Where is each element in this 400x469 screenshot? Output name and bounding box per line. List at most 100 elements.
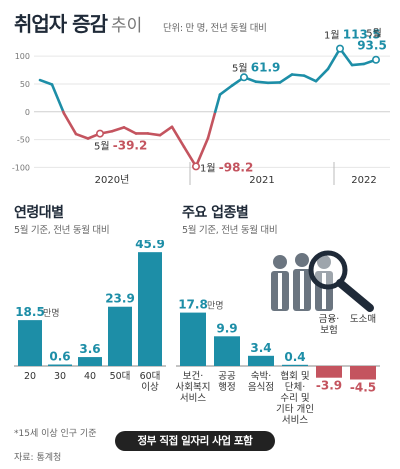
y-tick-label: -50 bbox=[17, 136, 30, 145]
x-year-label: 2021 bbox=[249, 175, 274, 186]
category-label: 금융· bbox=[319, 314, 340, 325]
annotation-value: 113.5 bbox=[343, 28, 381, 42]
category-label: 공공 bbox=[218, 371, 236, 382]
bar bbox=[18, 320, 42, 366]
annotated-point bbox=[240, 73, 249, 82]
annotation-value: 61.9 bbox=[251, 60, 281, 74]
category-label: 60대 bbox=[140, 371, 161, 382]
series-line-segment bbox=[38, 78, 54, 86]
data-label: -3.9 bbox=[316, 379, 342, 393]
annotation-label: 5월 -39.2 bbox=[94, 139, 147, 153]
bar bbox=[282, 364, 308, 366]
series-line-segment bbox=[122, 126, 138, 135]
series-line-segment bbox=[254, 80, 270, 85]
category-label: 서비스 bbox=[282, 415, 308, 426]
series-line-segment bbox=[213, 93, 222, 114]
title-sub: 추이 bbox=[110, 16, 143, 36]
bar bbox=[316, 366, 342, 378]
line-chart: 100 50 0 -50 -100 2020년 2021 2022 5월 -39.2 1월 -98… bbox=[12, 28, 390, 186]
category-label: 수리 및 bbox=[280, 392, 309, 404]
people-magnifier-icon bbox=[271, 250, 374, 312]
y-tick-label: 50 bbox=[20, 80, 30, 89]
unit-note: 단위: 만 명, 전년 동월 대비 bbox=[163, 23, 267, 34]
x-year-label: 2022 bbox=[351, 175, 376, 186]
industry-section-title: 주요 업종별 bbox=[182, 205, 249, 221]
category-label: 음식점 bbox=[248, 381, 274, 393]
y-tick-label: 0 bbox=[25, 108, 30, 117]
annotated-point bbox=[192, 162, 201, 171]
category-label: 이상 bbox=[141, 382, 159, 393]
category-label: 50대 bbox=[110, 371, 131, 382]
category-label: 서비스 bbox=[180, 393, 206, 404]
bar bbox=[78, 357, 102, 366]
category-label: 단체· bbox=[285, 382, 306, 393]
bar bbox=[48, 364, 72, 366]
industry-section-subtitle: 5월 기준, 전년 동월 대비 bbox=[182, 225, 278, 236]
data-label: 0.4 bbox=[284, 350, 305, 364]
series-line-segment bbox=[350, 62, 366, 67]
category-label: 도소매 bbox=[350, 314, 376, 325]
series-line-segment bbox=[290, 73, 306, 77]
annotation-label: 1월 -98.2 bbox=[200, 160, 253, 174]
unit-label: 만명 bbox=[207, 301, 224, 312]
annotation-month: 5월 bbox=[232, 62, 251, 74]
series-line-segment bbox=[62, 112, 78, 136]
annotation-month: 5월 bbox=[366, 28, 382, 40]
category-label: 20 bbox=[24, 371, 36, 382]
category-label: 보험 bbox=[320, 325, 337, 336]
category-label: 사회복지 bbox=[176, 382, 211, 393]
bar bbox=[248, 355, 274, 366]
x-year-label: 2020년 bbox=[95, 174, 130, 186]
series-line-segment bbox=[74, 132, 90, 140]
series-line-segment bbox=[206, 110, 217, 140]
data-label: 0.6 bbox=[49, 350, 70, 364]
category-label: 협회 및 bbox=[280, 370, 309, 382]
category-label: 행정 bbox=[218, 381, 235, 393]
unit-label: 만명 bbox=[43, 308, 60, 319]
category-label: 보건· bbox=[183, 371, 204, 382]
data-label: 3.6 bbox=[79, 342, 100, 356]
category-label: 숙박· bbox=[251, 371, 272, 382]
government-jobs-banner: 정부 직접 일자리 사업 포함 bbox=[115, 431, 275, 451]
data-label: 17.8 bbox=[178, 298, 208, 312]
annotation-value: -98.2 bbox=[219, 160, 254, 174]
series-line-segment bbox=[278, 73, 294, 84]
annotation-label: 1월 113.5 bbox=[324, 28, 381, 42]
series-line-segment bbox=[146, 132, 162, 137]
series-line-segment bbox=[314, 67, 330, 83]
series-line-segment bbox=[302, 74, 318, 83]
data-label: 18.5 bbox=[15, 305, 45, 319]
data-label: 23.9 bbox=[105, 292, 135, 306]
annotation-month: 1월 bbox=[200, 162, 219, 174]
series-line-segment bbox=[194, 136, 210, 168]
annotation-label: 5월 61.9 bbox=[232, 60, 280, 74]
data-label: 3.4 bbox=[250, 341, 271, 355]
annotation-value: 93.5 bbox=[357, 39, 387, 53]
annotation-month: 1월 bbox=[324, 30, 343, 42]
annotation-value: -39.2 bbox=[113, 139, 148, 153]
age-section-title: 연령대별 bbox=[14, 205, 64, 221]
annotated-point bbox=[335, 44, 344, 53]
bar bbox=[214, 336, 240, 366]
y-tick-label: -100 bbox=[12, 163, 30, 172]
title-main: 취업자 증감 bbox=[14, 12, 108, 36]
data-label: 9.9 bbox=[216, 321, 237, 335]
annotation-month: 5월 bbox=[94, 141, 113, 153]
data-label: -4.5 bbox=[350, 381, 376, 395]
data-label: 45.9 bbox=[135, 240, 165, 251]
annotated-point bbox=[96, 129, 105, 138]
bar bbox=[180, 312, 206, 366]
series-line-segment bbox=[170, 125, 186, 149]
bar bbox=[108, 306, 132, 366]
source-note: 자료: 통계청 bbox=[14, 453, 62, 463]
category-label: 40 bbox=[84, 371, 96, 382]
series-line-segment bbox=[50, 83, 65, 114]
bar bbox=[350, 366, 376, 380]
age-section-subtitle: 5월 기준, 전년 동월 대비 bbox=[14, 225, 110, 236]
category-label: 30 bbox=[54, 371, 66, 382]
bar bbox=[138, 252, 162, 366]
category-label: 기타 개인 bbox=[276, 404, 314, 415]
series-line-segment bbox=[218, 84, 234, 96]
y-tick-label: 100 bbox=[15, 52, 30, 61]
